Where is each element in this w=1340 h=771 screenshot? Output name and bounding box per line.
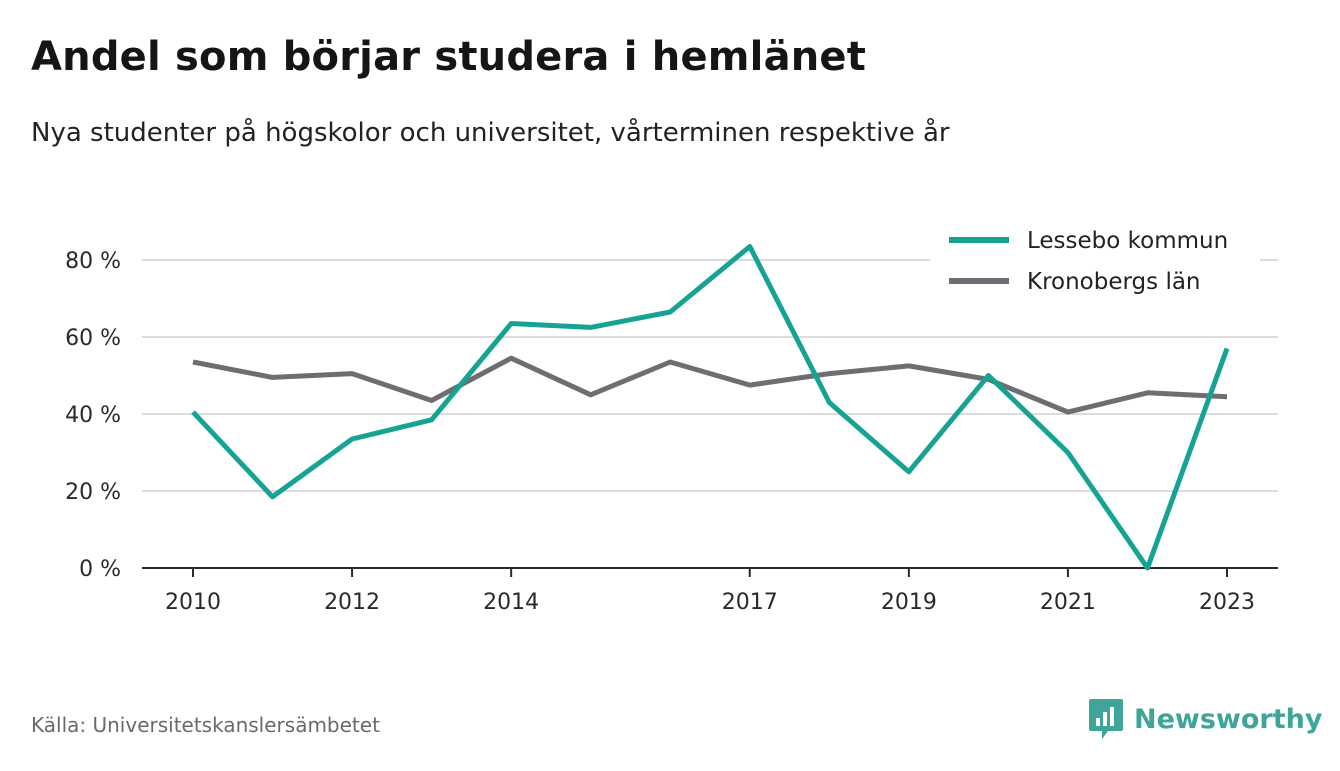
chart-title: Andel som börjar studera i hemlänet [31, 34, 867, 80]
y-tick-label: 0 % [79, 557, 121, 582]
brand-logo: Newsworthy [1088, 697, 1322, 741]
x-tick-label: 2012 [324, 590, 380, 615]
y-tick-label: 60 % [65, 326, 121, 351]
chart-subtitle: Nya studenter på högskolor och universit… [31, 118, 950, 148]
x-tick-label: 2010 [165, 590, 221, 615]
x-tick-label: 2021 [1040, 590, 1096, 615]
legend: Lessebo kommun Kronobergs län [930, 220, 1260, 302]
source-note: Källa: Universitetskanslersämbetet [31, 713, 380, 737]
x-tick-label: 2014 [483, 590, 539, 615]
y-tick-label: 20 % [65, 480, 121, 505]
series-lines [191, 244, 1230, 571]
legend-background [930, 220, 1260, 302]
legend-label: Kronobergs län [1027, 269, 1201, 295]
axes: 0 % 20 % 40 % 60 % 80 % 2010 2012 2014 2017 2019 2… [65, 249, 1278, 615]
x-tick-label: 2019 [881, 590, 937, 615]
x-tick-label: 2017 [722, 590, 778, 615]
newsworthy-logo-icon [1089, 699, 1123, 739]
y-tick-label: 80 % [65, 249, 121, 274]
x-tick-label: 2023 [1199, 590, 1255, 615]
brand-name: Newsworthy [1134, 703, 1323, 735]
legend-label: Lessebo kommun [1027, 228, 1228, 254]
series-line-0 [191, 244, 1230, 571]
y-tick-label: 40 % [65, 403, 121, 428]
series-line-1 [192, 355, 1228, 415]
